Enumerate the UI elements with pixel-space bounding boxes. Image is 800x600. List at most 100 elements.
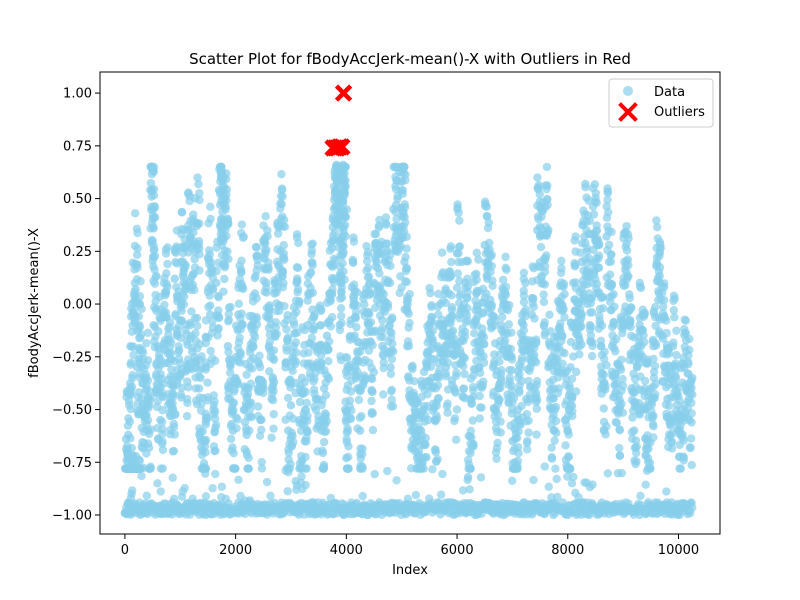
- data-cloud-point: [447, 257, 456, 267]
- data-point: [530, 384, 539, 393]
- data-point: [605, 278, 614, 288]
- data-cloud-point: [547, 454, 557, 463]
- data-cloud-point: [130, 241, 140, 251]
- data-cloud-point: [492, 454, 501, 463]
- data-cloud-point: [590, 180, 600, 189]
- data-cloud-point: [287, 442, 296, 451]
- data-cloud-point: [157, 439, 167, 448]
- data-point: [172, 331, 182, 340]
- data-point: [577, 257, 586, 267]
- data-cloud-point: [387, 354, 397, 364]
- data-cloud-point: [551, 416, 561, 426]
- data-cloud-point: [635, 282, 645, 291]
- data-cloud-point: [270, 329, 279, 338]
- data-point: [580, 232, 589, 241]
- data-point: [411, 447, 420, 456]
- data-cloud-point: [587, 351, 597, 361]
- data-cloud-point: [625, 305, 634, 315]
- data-point: [405, 394, 415, 404]
- data-cloud-point: [556, 268, 566, 278]
- data-cloud-point: [565, 465, 574, 474]
- data-point: [272, 257, 282, 267]
- data-cloud-point: [309, 377, 318, 386]
- data-cloud-point: [168, 447, 178, 456]
- data-point: [292, 278, 301, 288]
- data-cloud-point: [143, 328, 153, 337]
- data-point: [133, 506, 143, 515]
- data-point: [179, 278, 188, 288]
- data-cloud-point: [385, 321, 394, 330]
- data-cloud-point: [198, 427, 207, 436]
- data-cloud-point: [534, 184, 543, 194]
- data-cloud-point: [478, 308, 487, 317]
- data-cloud-point: [210, 414, 220, 423]
- data-cloud-point: [489, 321, 499, 330]
- data-cloud-point: [452, 283, 462, 293]
- data-cloud-point: [669, 291, 679, 300]
- data-point: [143, 426, 153, 435]
- data-point: [353, 384, 362, 393]
- data-point: [205, 310, 215, 319]
- data-cloud-point: [327, 312, 337, 322]
- data-point: [624, 320, 633, 330]
- data-point: [533, 226, 542, 235]
- data-point: [505, 373, 514, 383]
- data-point: [151, 388, 161, 397]
- data-point: [502, 352, 512, 361]
- data-cloud-point: [176, 390, 186, 399]
- data-cloud-point: [188, 269, 198, 279]
- data-cloud-point: [171, 410, 180, 419]
- data-cloud-point: [550, 436, 559, 445]
- data-cloud-point: [149, 213, 159, 223]
- data-cloud-point: [226, 434, 236, 444]
- data-cloud-point: [452, 405, 462, 414]
- data-point: [674, 426, 683, 435]
- data-cloud-point: [351, 307, 361, 317]
- data-cloud-point: [193, 321, 202, 331]
- data-cloud-point: [177, 383, 186, 392]
- data-cloud-point: [208, 484, 217, 493]
- data-cloud-point: [589, 270, 599, 279]
- data-cloud-point: [126, 360, 135, 369]
- data-cloud-point: [515, 386, 524, 395]
- data-cloud-point: [255, 351, 264, 360]
- data-cloud-point: [151, 272, 160, 282]
- data-cloud-point: [539, 290, 548, 299]
- data-cloud-point: [214, 323, 223, 333]
- data-cloud-point: [632, 457, 641, 466]
- data-cloud-point: [170, 247, 180, 256]
- data-point: [239, 405, 249, 414]
- data-cloud-point: [532, 376, 542, 386]
- data-point: [149, 320, 158, 330]
- data-point: [646, 384, 656, 393]
- data-point: [367, 373, 376, 383]
- data-cloud-point: [307, 246, 317, 255]
- data-cloud-point: [648, 420, 658, 429]
- data-cloud-point: [456, 290, 465, 299]
- data-cloud-point: [182, 411, 192, 421]
- data-cloud-point: [479, 352, 488, 361]
- data-cloud-point: [245, 399, 254, 408]
- data-point: [383, 299, 393, 309]
- data-point: [665, 415, 675, 425]
- data-point: [372, 257, 381, 267]
- data-point: [347, 282, 357, 292]
- data-cloud-point: [467, 442, 477, 452]
- data-point: [161, 289, 171, 298]
- data-cloud-point: [230, 464, 239, 473]
- data-point: [159, 310, 168, 319]
- data-point: [197, 443, 206, 452]
- data-cloud-point: [625, 293, 634, 303]
- data-point: [549, 384, 559, 393]
- x-tick-label: 8000: [551, 543, 584, 558]
- data-cloud-point: [465, 485, 474, 494]
- data-cloud-point: [136, 277, 145, 286]
- data-cloud-point: [437, 248, 447, 257]
- data-cloud-point: [224, 254, 233, 264]
- data-cloud-point: [381, 219, 391, 228]
- data-cloud-point: [206, 202, 215, 212]
- data-cloud-point: [542, 227, 552, 236]
- data-cloud-point: [132, 224, 142, 234]
- data-point: [632, 363, 642, 372]
- data-point: [602, 232, 611, 241]
